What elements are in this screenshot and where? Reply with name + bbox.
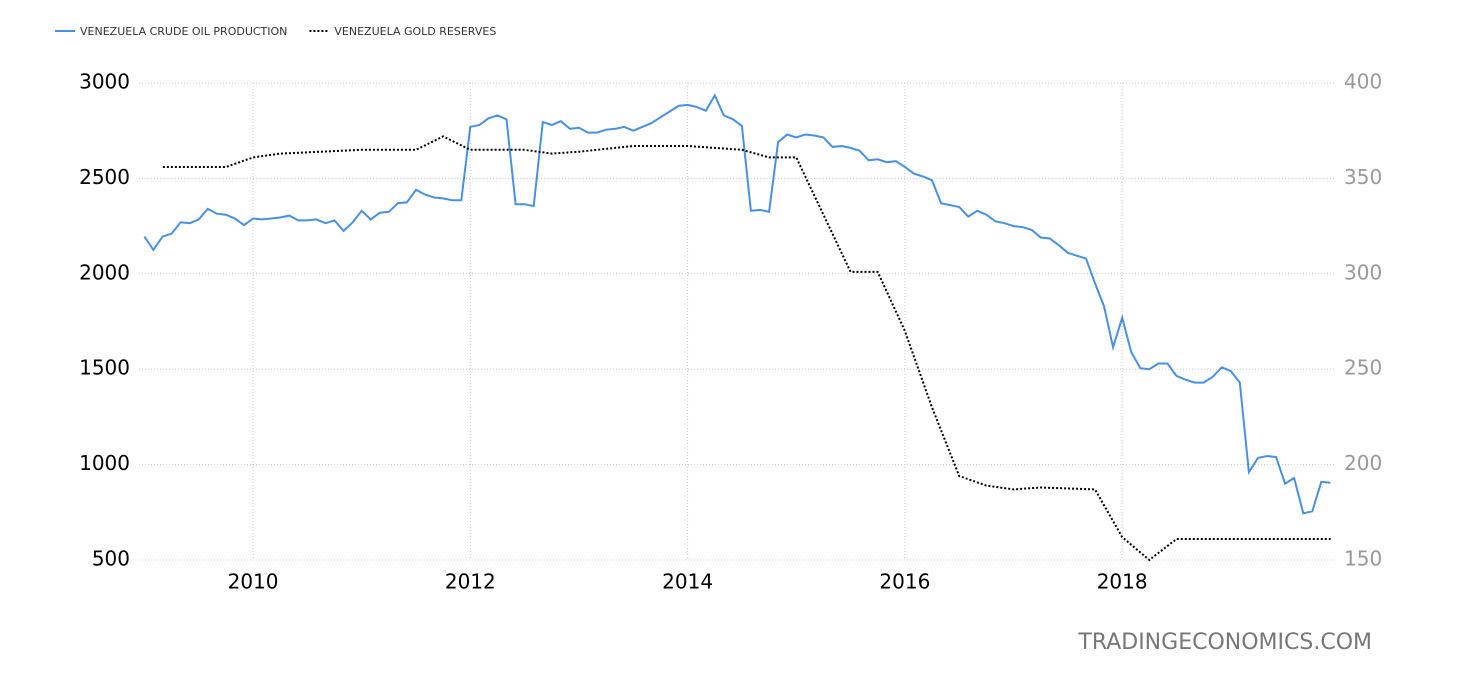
- x-tick-label: 2010: [228, 570, 279, 594]
- x-tick-label: 2016: [879, 570, 930, 594]
- y-tick-label: 2000: [79, 260, 130, 284]
- y-tick-label: 1500: [79, 356, 130, 380]
- y-tick-label: 3000: [79, 70, 130, 94]
- y2-tick-label: 350: [1344, 165, 1382, 189]
- series-line: [143, 93, 1331, 515]
- y2-tick-label: 150: [1344, 547, 1382, 571]
- y2-tick-label: 200: [1344, 451, 1382, 475]
- x-tick-label: 2014: [662, 570, 713, 594]
- x-tick-label: 2018: [1097, 570, 1148, 594]
- series-line: [162, 135, 1331, 562]
- y2-tick-label: 400: [1344, 70, 1382, 94]
- legend-label: VENEZUELA CRUDE OIL PRODUCTION: [80, 25, 287, 38]
- x-tick-label: 2012: [445, 570, 496, 594]
- y-tick-label: 2500: [79, 165, 130, 189]
- legend-label: VENEZUELA GOLD RESERVES: [334, 25, 496, 38]
- watermark: TRADINGECONOMICS.COM: [1077, 630, 1372, 655]
- y2-tick-label: 250: [1344, 356, 1382, 380]
- y-tick-label: 1000: [79, 451, 130, 475]
- y2-tick-label: 300: [1344, 260, 1382, 284]
- y-tick-label: 500: [92, 547, 130, 571]
